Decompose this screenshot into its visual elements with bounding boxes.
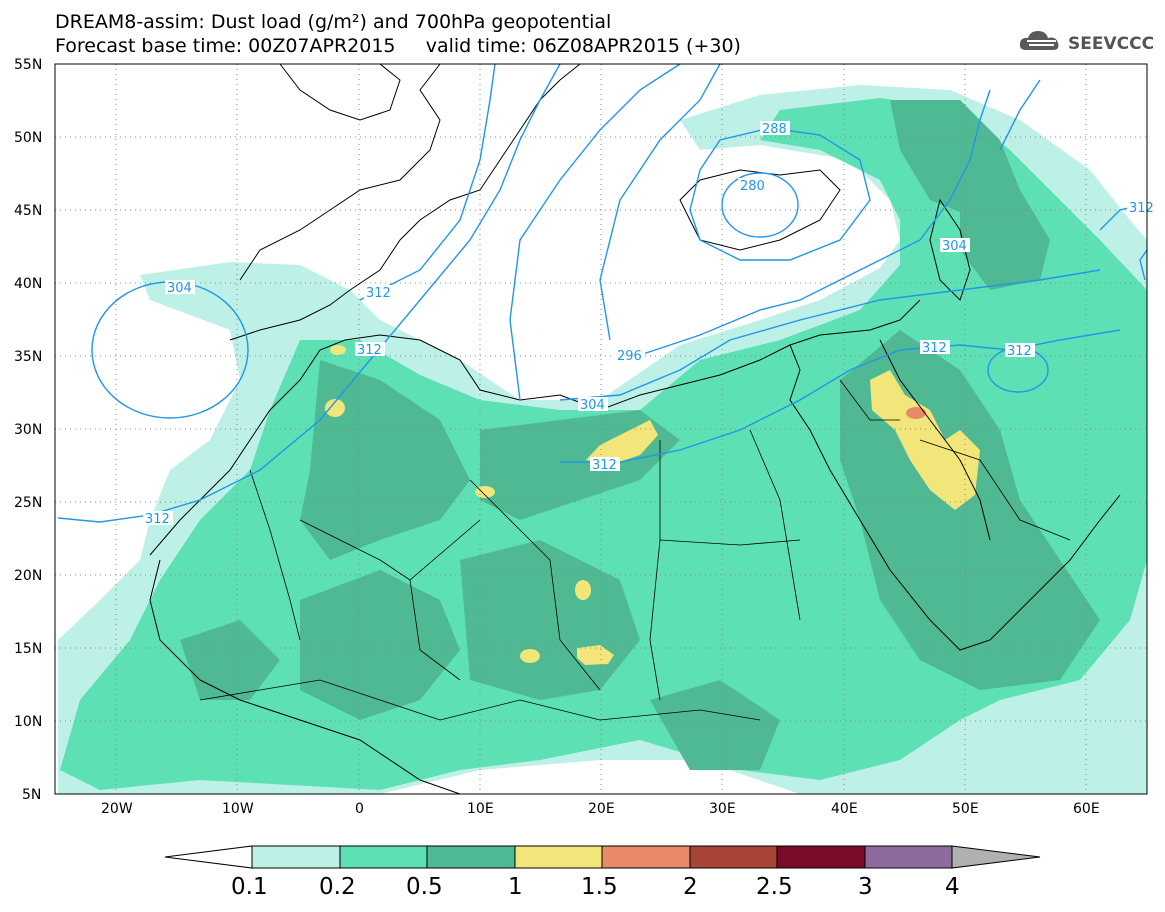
contour-label: 304 bbox=[942, 239, 967, 254]
lat-label: 45N bbox=[14, 203, 42, 219]
lat-label: 10N bbox=[14, 714, 42, 730]
dust-level-1-g bbox=[325, 399, 345, 417]
lat-label: 20N bbox=[14, 568, 42, 584]
contour-label: 312 bbox=[357, 343, 382, 358]
contour-label: 296 bbox=[617, 349, 642, 364]
colorbar-swatch bbox=[864, 845, 953, 869]
colorbar-label: 1 bbox=[508, 874, 523, 900]
lon-label: 40E bbox=[831, 801, 858, 817]
colorbar-label: 0.2 bbox=[319, 874, 356, 900]
colorbar-label: 2.5 bbox=[756, 874, 793, 900]
colorbar-label: 2 bbox=[683, 874, 698, 900]
lat-label: 5N bbox=[22, 787, 41, 803]
contour-label: 312 bbox=[145, 512, 170, 527]
colorbar-label: 3 bbox=[858, 874, 873, 900]
lon-label: 30E bbox=[709, 801, 736, 817]
dust-level-1-e bbox=[520, 649, 540, 663]
lat-label: 55N bbox=[14, 57, 42, 73]
colorbar-swatch bbox=[689, 845, 778, 869]
contour-label: 312 bbox=[1007, 344, 1032, 359]
contour-label: 312 bbox=[592, 458, 617, 473]
contour-label: 304 bbox=[580, 398, 605, 413]
lat-label: 50N bbox=[14, 130, 42, 146]
seevccc-logo: SEEVCCC bbox=[1018, 28, 1154, 59]
colorbar-swatch bbox=[339, 845, 428, 869]
map-frame bbox=[54, 63, 1148, 795]
logo-text: SEEVCCC bbox=[1068, 33, 1155, 54]
lon-axis-labels: 20W 10W 0 10E 20E 30E 40E 50E 60E bbox=[101, 801, 1100, 817]
contour-labels: 288 280 304 312 312 296 304 312 312 304 … bbox=[143, 121, 1154, 527]
colorbar-swatch bbox=[426, 845, 516, 869]
colorbar-swatch bbox=[776, 845, 866, 869]
lon-label: 60E bbox=[1073, 801, 1100, 817]
dust-level-1-h bbox=[330, 345, 346, 355]
dust-level-0.5-g bbox=[960, 190, 1050, 290]
dust-level-1-d bbox=[575, 580, 591, 600]
dust-level-0.5-i bbox=[650, 680, 780, 770]
colorbar-label: 0.5 bbox=[406, 874, 443, 900]
colorbar-labels: 0.1 0.2 0.5 1 1.5 2 2.5 3 4 bbox=[231, 874, 960, 900]
contour-label: 312 bbox=[366, 286, 391, 301]
contour-label: 288 bbox=[762, 122, 787, 137]
dust-level-0.5-c bbox=[300, 570, 460, 720]
colorbar-max-arrow bbox=[951, 845, 1041, 869]
lat-axis-labels: 55N 50N 45N 40N 35N 30N 25N 20N 15N 10N … bbox=[14, 57, 42, 803]
colorbar-label: 0.1 bbox=[231, 874, 268, 900]
colorbar-swatch bbox=[601, 845, 691, 869]
lat-label: 40N bbox=[14, 276, 42, 292]
colorbar-swatch bbox=[251, 845, 341, 869]
contour-label: 312 bbox=[922, 341, 947, 356]
lon-label: 50E bbox=[952, 801, 979, 817]
lat-label: 30N bbox=[14, 422, 42, 438]
contour-label: 304 bbox=[167, 281, 192, 296]
lon-label: 20W bbox=[101, 801, 133, 817]
colorbar bbox=[164, 845, 1041, 869]
dust-level-1.5 bbox=[906, 407, 926, 419]
borders bbox=[199, 379, 1071, 721]
colorbar-swatch bbox=[514, 845, 603, 869]
colorbar-label: 4 bbox=[945, 874, 960, 900]
lat-label: 25N bbox=[14, 495, 42, 511]
lat-label: 35N bbox=[14, 349, 42, 365]
map-subtitle: Forecast base time: 00Z07APR2015 valid t… bbox=[55, 35, 741, 57]
colorbar-label: 1.5 bbox=[581, 874, 618, 900]
dust-field bbox=[58, 85, 1147, 794]
lon-label: 10W bbox=[222, 801, 254, 817]
dust-level-0.5-h bbox=[180, 620, 280, 700]
geopotential-contours bbox=[57, 63, 1148, 523]
cloud-icon bbox=[1018, 28, 1064, 59]
lon-label: 20E bbox=[588, 801, 615, 817]
lon-label: 10E bbox=[467, 801, 494, 817]
contour-label: 312 bbox=[1129, 201, 1154, 216]
map-title: DREAM8-assim: Dust load (g/m²) and 700hP… bbox=[55, 11, 612, 33]
lat-label: 15N bbox=[14, 641, 42, 657]
dust-level-1-b bbox=[586, 420, 658, 465]
dust-level-1-a bbox=[870, 370, 980, 510]
dust-level-1-c bbox=[577, 645, 614, 665]
lon-label: 0 bbox=[355, 801, 364, 817]
dust-level-0.5-f bbox=[890, 100, 1020, 220]
colorbar-min-arrow bbox=[164, 845, 253, 869]
contour-label: 280 bbox=[740, 179, 765, 194]
